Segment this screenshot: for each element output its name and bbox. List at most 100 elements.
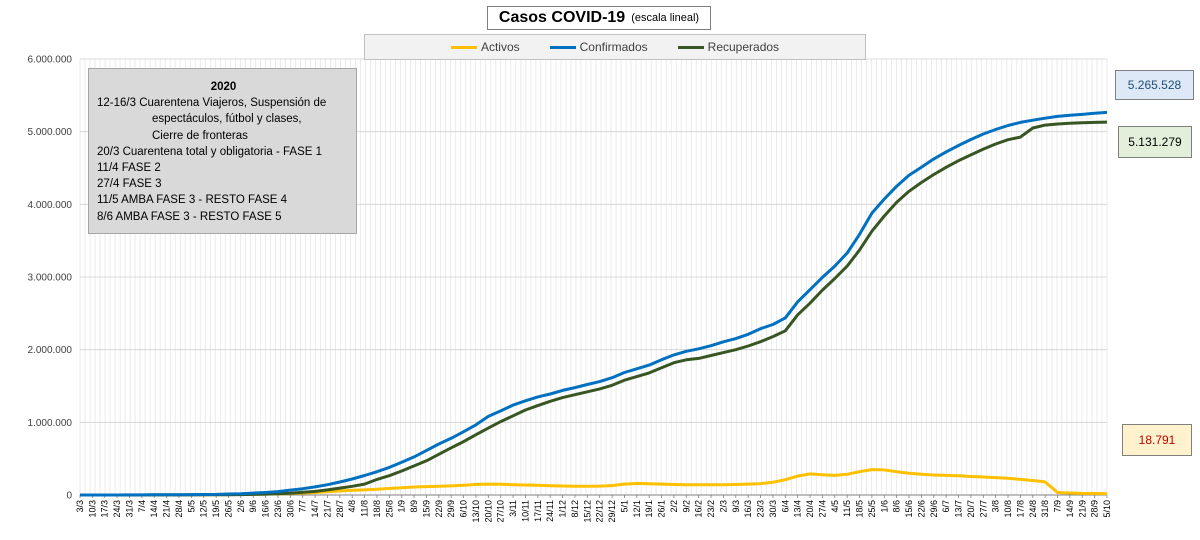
x-tick-label: 5/5 [186, 500, 196, 513]
x-tick-label: 11/8 [360, 500, 370, 517]
x-tick-label: 7/4 [137, 500, 147, 513]
annotation-line: 12-16/3 Cuarentena Viajeros, Suspensión … [97, 97, 327, 110]
x-tick-label: 6/10 [459, 500, 469, 518]
x-tick-label: 29/6 [929, 500, 939, 518]
x-tick-label: 15/9 [421, 500, 431, 518]
annotation-line: 20/3 Cuarentena total y obligatoria - FA… [97, 145, 323, 158]
annotation-line: 11/4 FASE 2 [97, 162, 161, 175]
legend-label-confirmados: Confirmados [579, 40, 648, 54]
x-tick-label: 22/12 [595, 500, 605, 523]
x-tick-label: 7/9 [1053, 500, 1063, 513]
x-tick-label: 3/8 [991, 500, 1001, 513]
y-tick-label: 3.000.000 [28, 273, 73, 284]
x-tick-label: 10/8 [1003, 500, 1013, 518]
x-tick-label: 8/9 [409, 500, 419, 513]
x-tick-label: 17/11 [533, 500, 543, 522]
x-tick-label: 13/10 [471, 500, 481, 523]
x-tick-label: 23/2 [706, 500, 716, 518]
x-tick-label: 23/3 [756, 500, 766, 518]
annotation-line: Cierre de fronteras [152, 129, 248, 142]
x-tick-label: 5/10 [1102, 500, 1112, 518]
x-tick-label: 12/5 [199, 500, 209, 518]
x-tick-label: 14/4 [149, 500, 159, 518]
x-tick-label: 27/4 [817, 500, 827, 518]
x-tick-label: 5/1 [619, 500, 629, 513]
legend-swatch-recuperados [677, 45, 704, 49]
annotation-title: 2020 [210, 81, 237, 93]
y-tick-label: 6.000.000 [28, 55, 73, 66]
series-lines [80, 110, 1108, 497]
x-axis-ticks: 3/3 10/3 17/3 24/3 31/3 7/4 14/4 21/4 28/4 5/5 12/… [75, 495, 1112, 523]
annotation-line: 11/5 AMBA FASE 3 - RESTO FASE 4 [97, 194, 288, 207]
x-tick-label: 19/1 [644, 500, 654, 518]
legend-item-recuperados: Recuperados [677, 40, 779, 54]
x-tick-label: 24/8 [1028, 500, 1038, 518]
x-tick-label: 9/2 [681, 500, 691, 513]
x-tick-label: 31/8 [1040, 500, 1050, 518]
legend-label-activos: Activos [480, 40, 520, 54]
legend-swatch-activos [450, 45, 477, 49]
x-tick-label: 21/9 [1077, 500, 1087, 518]
x-tick-label: 27/10 [496, 500, 506, 523]
x-tick-label: 4/5 [830, 500, 840, 513]
x-tick-label: 24/11 [545, 500, 555, 522]
x-tick-label: 8/12 [570, 500, 580, 518]
annotation-line: 27/4 FASE 3 [97, 178, 162, 191]
x-tick-label: 13/7 [954, 500, 964, 518]
series-line-activos [80, 468, 1108, 497]
x-tick-label: 2/2 [669, 500, 679, 513]
x-tick-label: 12/1 [632, 500, 642, 518]
x-tick-label: 29/9 [446, 500, 456, 518]
active-value-label: 18.791 [1122, 424, 1192, 456]
x-tick-label: 21/7 [322, 500, 332, 518]
x-tick-label: 16/6 [261, 500, 271, 518]
legend: Activos Confirmados Recuperados [364, 34, 866, 60]
x-tick-label: 9/6 [248, 500, 258, 513]
y-axis-ticks: 0 1.000.000 2.000.000 3.000.000 4.000.000 5.0… [28, 55, 73, 502]
x-tick-label: 13/4 [793, 500, 803, 518]
x-tick-label: 22/6 [916, 500, 926, 518]
x-tick-label: 28/9 [1090, 500, 1100, 518]
x-tick-label: 21/4 [162, 500, 172, 518]
x-tick-label: 16/2 [694, 500, 704, 518]
x-tick-label: 4/8 [347, 500, 357, 513]
x-tick-label: 28/7 [335, 500, 345, 518]
chart-title-sub: (escala lineal) [631, 12, 700, 24]
x-tick-label: 14/9 [1065, 500, 1075, 518]
y-tick-label: 0 [66, 491, 72, 502]
y-tick-label: 1.000.000 [28, 418, 73, 429]
x-tick-label: 15/6 [904, 500, 914, 518]
x-tick-label: 10/11 [520, 500, 530, 522]
x-tick-label: 18/5 [855, 500, 865, 518]
chart-title-main: Casos COVID-19 [498, 9, 626, 26]
annotation-box: 2020 12-16/3 Cuarentena Viajeros, Suspen… [88, 68, 357, 234]
x-tick-label: 16/3 [743, 500, 753, 518]
x-tick-label: 26/1 [657, 500, 667, 518]
series-line-confirmados [80, 110, 1108, 497]
legend-item-activos: Activos [450, 40, 520, 54]
x-tick-label: 31/3 [124, 500, 134, 518]
x-tick-label: 14/7 [310, 500, 320, 518]
x-tick-label: 22/9 [434, 500, 444, 518]
x-tick-label: 30/3 [768, 500, 778, 518]
x-tick-label: 6/4 [780, 500, 790, 513]
recovered-value-label: 5.131.279 [1118, 126, 1192, 158]
x-tick-label: 28/4 [174, 500, 184, 518]
x-tick-label: 26/5 [223, 500, 233, 518]
x-tick-label: 25/5 [867, 500, 877, 518]
x-tick-label: 6/7 [941, 500, 951, 513]
x-tick-label: 18/8 [372, 500, 382, 518]
x-tick-label: 3/11 [508, 500, 518, 517]
y-tick-label: 4.000.000 [28, 200, 73, 211]
x-tick-label: 20/4 [805, 500, 815, 518]
x-tick-label: 27/7 [978, 500, 988, 518]
x-tick-label: 2/3 [718, 500, 728, 513]
x-tick-label: 20/10 [483, 500, 493, 523]
x-tick-label: 17/8 [1015, 500, 1025, 518]
confirmed-value-label: 5.265.528 [1115, 70, 1194, 100]
x-tick-label: 1/12 [558, 500, 568, 518]
y-tick-label: 2.000.000 [28, 345, 73, 356]
x-tick-label: 19/5 [211, 500, 221, 518]
x-tick-label: 1/6 [879, 500, 889, 513]
x-tick-label: 17/3 [100, 500, 110, 518]
